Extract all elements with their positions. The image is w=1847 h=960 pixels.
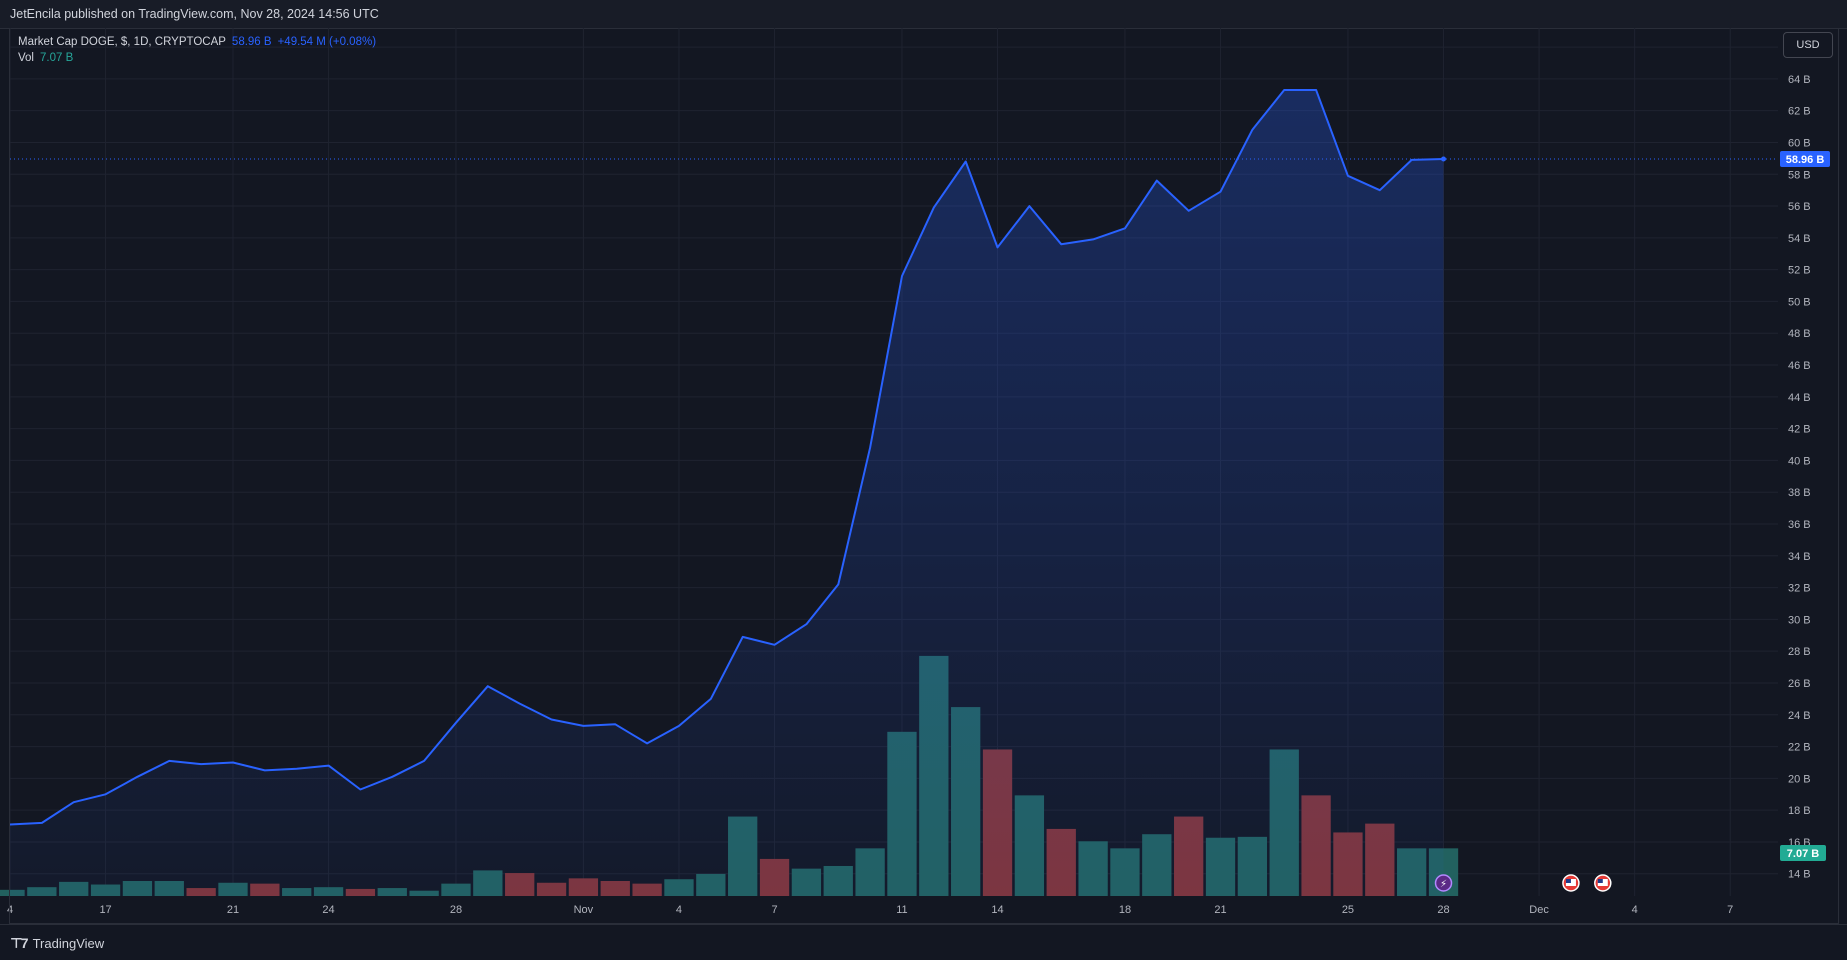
x-tick-label: 17 bbox=[99, 904, 111, 916]
tradingview-logo-icon: ⊤7 bbox=[10, 935, 29, 951]
x-tick-label: 18 bbox=[1119, 904, 1131, 916]
y-tick-label: 20 B bbox=[1788, 773, 1811, 785]
chart-legend: Market Cap DOGE, $, 1D, CRYPTOCAP 58.96 … bbox=[18, 34, 376, 66]
x-tick-label: 14 bbox=[991, 904, 1003, 916]
x-tick-label: 4 bbox=[7, 904, 13, 916]
x-tick-label: 7 bbox=[771, 904, 777, 916]
y-tick-label: 46 B bbox=[1788, 360, 1811, 372]
time-axis[interactable]: 4 17 21 24 28 Nov 4 7 11 14 18 21 25 28 Dec 4 7 bbox=[7, 904, 1733, 916]
lightning-glyph-icon: ⚡ bbox=[1440, 879, 1447, 890]
x-tick-label: Dec bbox=[1529, 904, 1549, 916]
y-tick-label: 42 B bbox=[1788, 424, 1811, 436]
symbol-title: Market Cap DOGE, $, 1D, CRYPTOCAP bbox=[18, 36, 226, 48]
x-tick-label: 24 bbox=[322, 904, 334, 916]
x-tick-label: 7 bbox=[1727, 904, 1733, 916]
flag-canton-icon bbox=[1565, 879, 1571, 883]
y-tick-label: 62 B bbox=[1788, 106, 1811, 118]
tradingview-brand[interactable]: ⊤7 TradingView bbox=[10, 935, 104, 952]
publisher-bar: JetEncila published on TradingView.com, … bbox=[0, 0, 1847, 29]
chart-frame bbox=[9, 28, 1839, 924]
last-price-badge bbox=[1780, 150, 1830, 167]
y-tick-label: 24 B bbox=[1788, 710, 1811, 722]
y-tick-label: 44 B bbox=[1788, 392, 1811, 404]
x-tick-label: 21 bbox=[227, 904, 239, 916]
y-tick-label: 52 B bbox=[1788, 265, 1811, 277]
y-tick-label: 64 B bbox=[1788, 74, 1811, 86]
publisher-text: JetEncila published on TradingView.com, … bbox=[10, 7, 379, 21]
y-tick-label: 36 B bbox=[1788, 519, 1811, 531]
last-value: 58.96 B bbox=[231, 36, 272, 48]
y-tick-label: 56 B bbox=[1788, 201, 1811, 213]
price-axis[interactable]: 14 B16 B18 B20 B22 B24 B26 B28 B30 B32 B… bbox=[1780, 42, 1830, 881]
footer: ⊤7 TradingView bbox=[0, 924, 1847, 960]
y-tick-label: 28 B bbox=[1788, 646, 1811, 658]
y-tick-label: 30 B bbox=[1788, 614, 1811, 626]
volume-label: Vol bbox=[18, 52, 34, 64]
y-tick-label: 38 B bbox=[1788, 487, 1811, 499]
y-tick-label: 54 B bbox=[1788, 233, 1811, 245]
y-tick-label: 40 B bbox=[1788, 455, 1811, 467]
y-tick-label: 48 B bbox=[1788, 328, 1811, 340]
x-tick-label: 4 bbox=[676, 904, 682, 916]
x-tick-label: 28 bbox=[1437, 904, 1449, 916]
y-tick-label: 22 B bbox=[1788, 742, 1811, 754]
last-price-dot bbox=[1441, 156, 1447, 162]
y-tick-label: 14 B bbox=[1788, 869, 1811, 881]
market-cap-chart[interactable]: 14 B16 B18 B20 B22 B24 B26 B28 B30 B32 B… bbox=[0, 0, 1847, 924]
price-area bbox=[9, 89, 1778, 896]
y-tick-label: 58 B bbox=[1788, 169, 1811, 181]
x-tick-label: 25 bbox=[1342, 904, 1354, 916]
x-tick-label: 21 bbox=[1214, 904, 1226, 916]
x-tick-label: 11 bbox=[896, 904, 907, 916]
y-tick-label: 18 B bbox=[1788, 805, 1811, 817]
x-tick-label: Nov bbox=[574, 904, 594, 916]
y-tick-label: 26 B bbox=[1788, 678, 1811, 690]
x-tick-label: 4 bbox=[1632, 904, 1638, 916]
x-tick-label: 28 bbox=[450, 904, 462, 916]
currency-button[interactable]: USD bbox=[1783, 32, 1833, 58]
change-value: +49.54 M (+0.08%) bbox=[277, 36, 377, 48]
brand-name: TradingView bbox=[32, 936, 105, 951]
flag-canton-icon bbox=[1597, 879, 1603, 883]
last-volume-badge bbox=[1780, 845, 1826, 861]
y-tick-label: 34 B bbox=[1788, 551, 1811, 563]
y-tick-label: 32 B bbox=[1788, 583, 1811, 595]
volume-value: 7.07 B bbox=[40, 52, 74, 64]
y-tick-label: 60 B bbox=[1788, 137, 1811, 149]
price-line bbox=[9, 89, 1444, 826]
y-tick-label: 50 B bbox=[1788, 296, 1811, 308]
last-volume-label: 7.07 B bbox=[1787, 848, 1819, 860]
price-area-fill bbox=[10, 90, 1444, 896]
last-price-label: 58.96 B bbox=[1786, 154, 1825, 166]
event-markers[interactable]: ⚡ bbox=[1434, 874, 1612, 892]
lightning-event-icon bbox=[1434, 874, 1453, 892]
